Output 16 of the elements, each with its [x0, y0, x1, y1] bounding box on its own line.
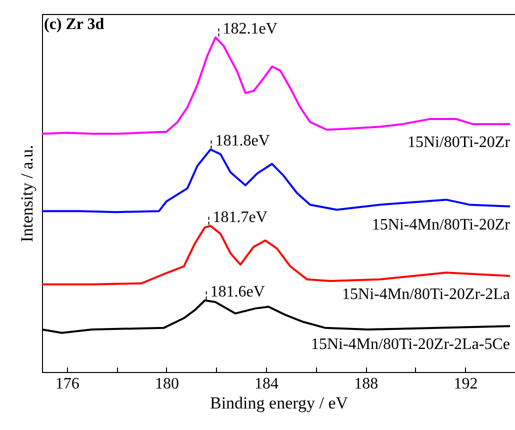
- annotation: 182.1eV: [222, 20, 278, 38]
- y-axis-title: Intensity / a.u.: [18, 144, 36, 242]
- annotation: 181.6eV: [210, 283, 266, 300]
- chart-title: (c) Zr 3d: [44, 16, 104, 33]
- x-tick-label: 176: [55, 376, 80, 392]
- series-label: 15Ni/80Ti-20Zr: [407, 134, 511, 152]
- x-tick-label: 180: [154, 376, 179, 392]
- x-axis-title: Binding energy / eV: [210, 394, 349, 412]
- annotation: 181.8eV: [215, 132, 270, 150]
- series-label: 15Ni-4Mn/80Ti-20Zr: [372, 216, 511, 234]
- series-label: 15Ni-4Mn/80Ti-20Zr-2La-5Ce: [310, 336, 510, 354]
- x-tick-label: 192: [454, 376, 478, 392]
- x-tick-label: 188: [354, 376, 378, 392]
- series-label: 15Ni-4Mn/80Ti-20Zr-2La: [342, 286, 510, 303]
- x-tick-label: 184: [254, 376, 279, 392]
- annotation: 181.7eV: [212, 208, 268, 226]
